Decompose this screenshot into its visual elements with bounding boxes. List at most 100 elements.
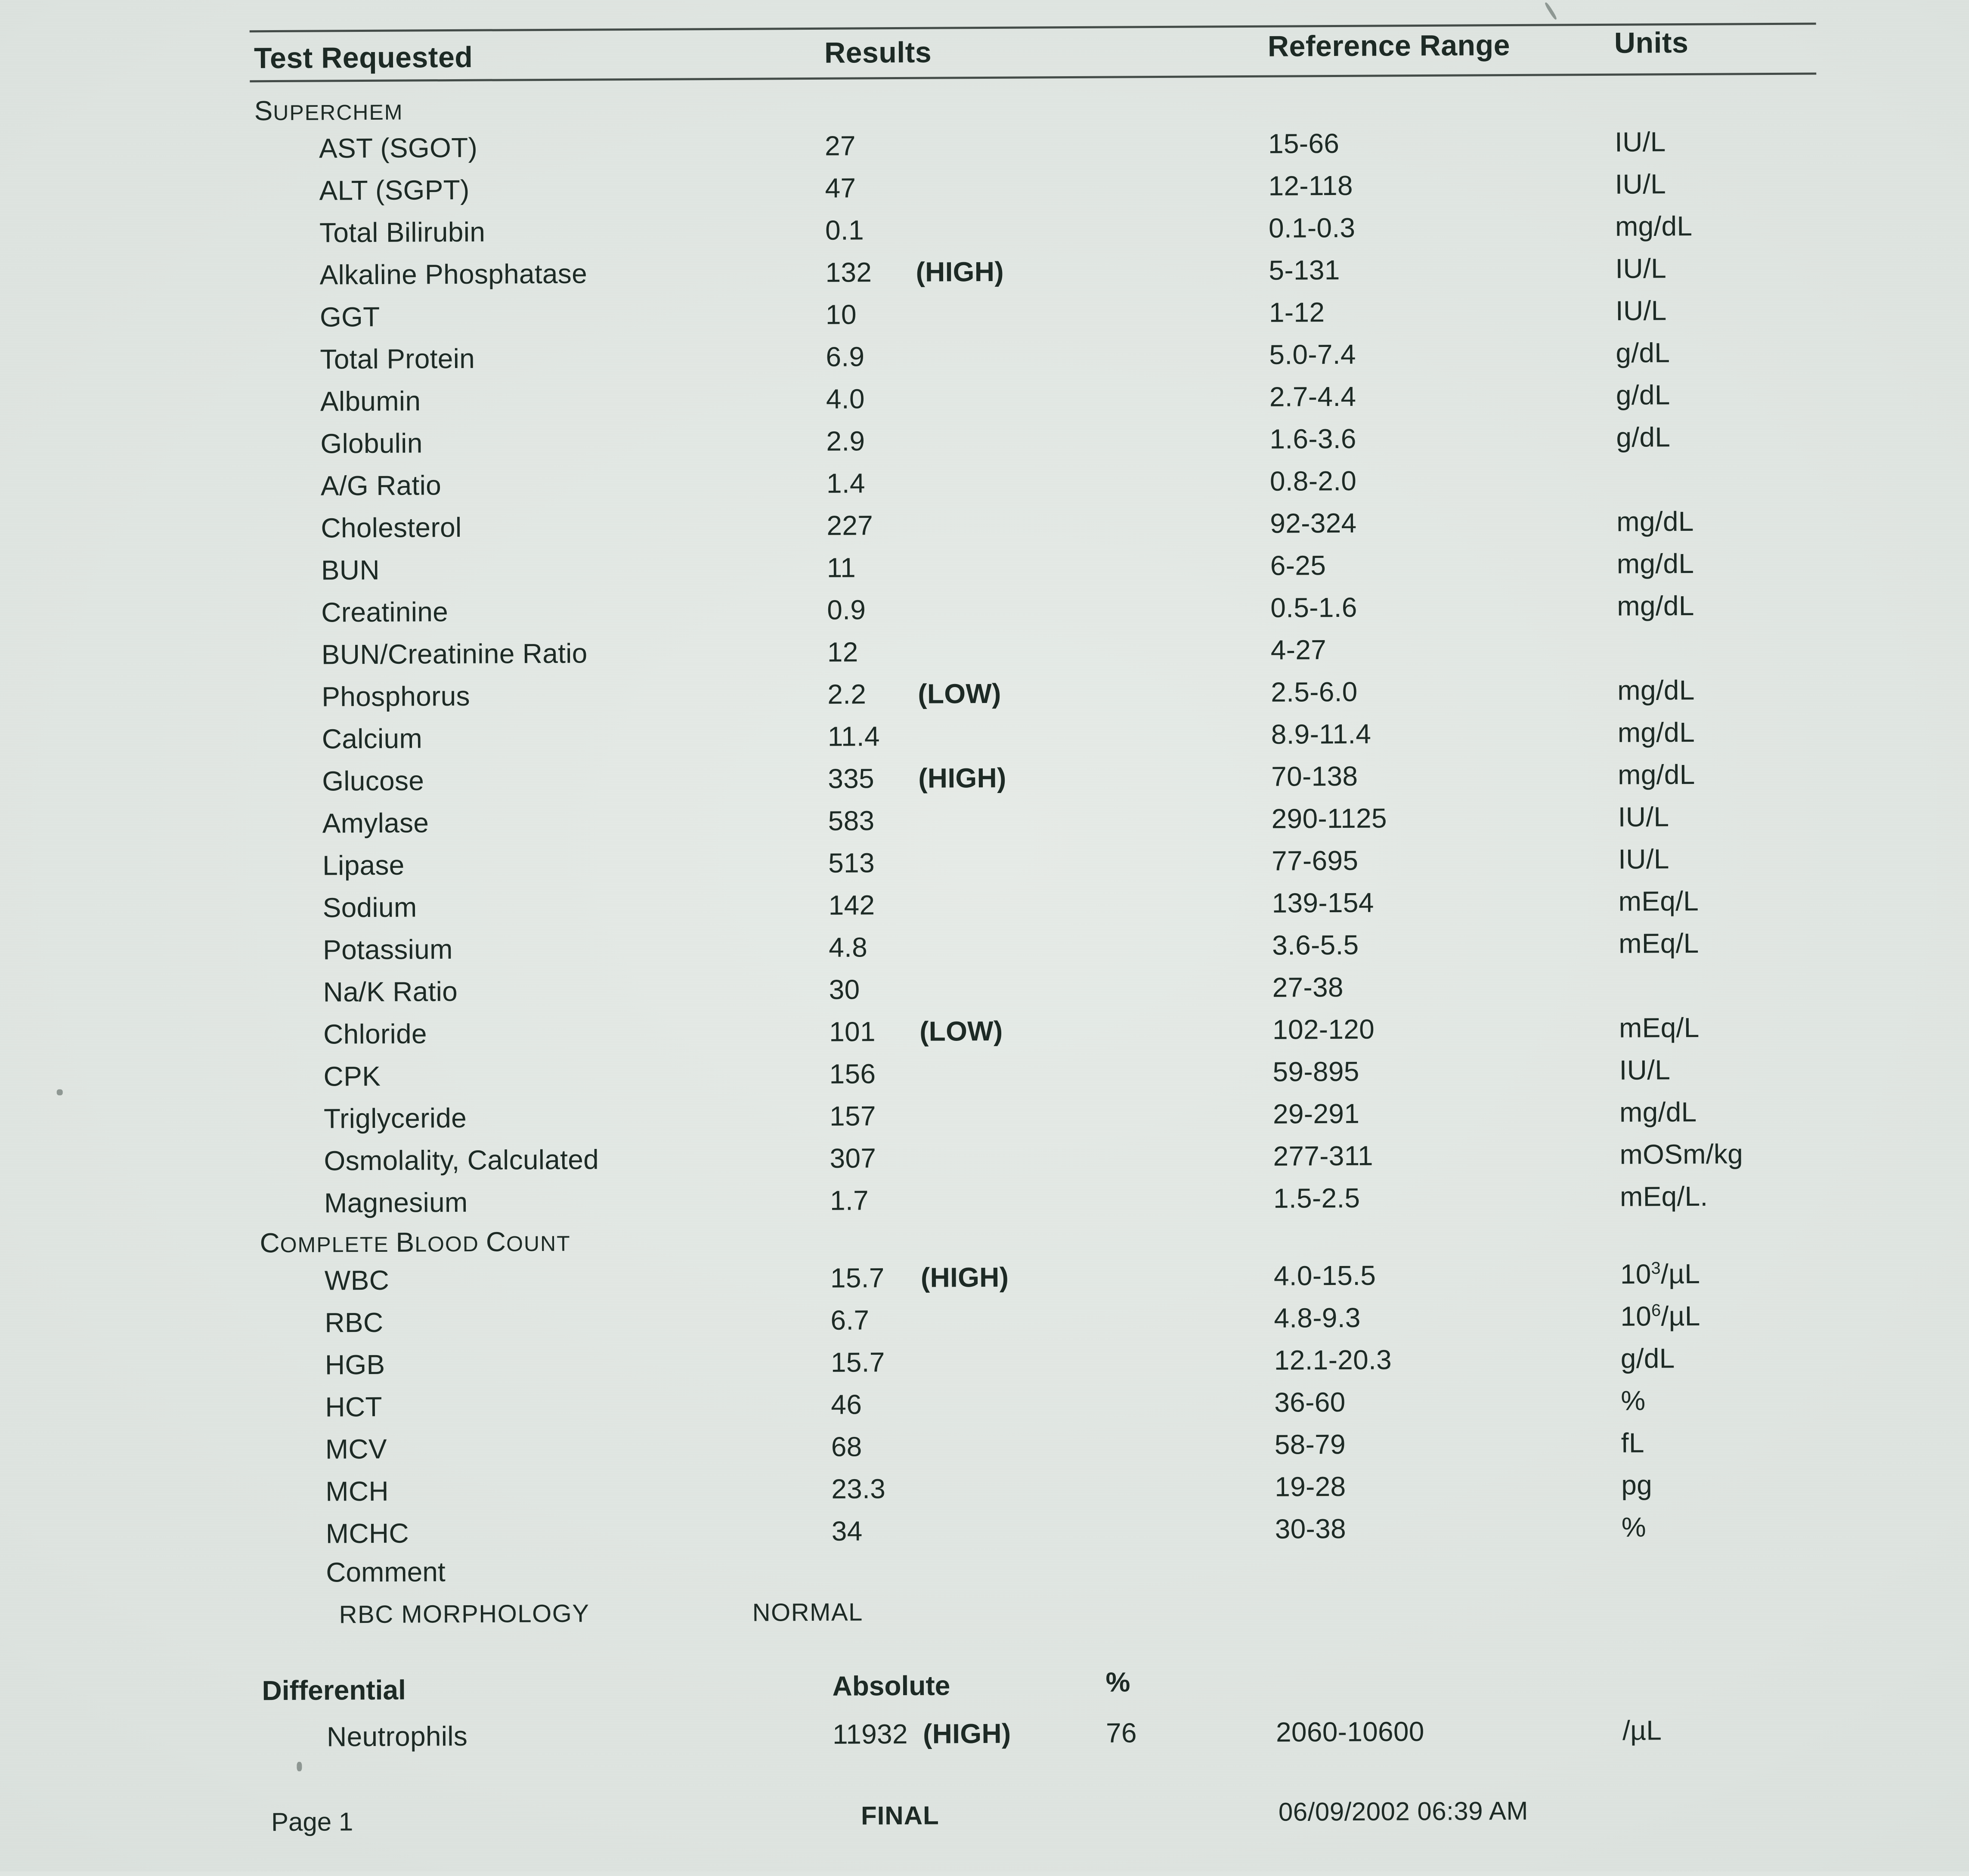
differential-label: Differential — [262, 1674, 406, 1706]
row-reference-range: 4.0-15.5 — [1273, 1260, 1376, 1291]
column-header-results: Results — [824, 36, 932, 69]
row-reference-range: 92-324 — [1270, 507, 1357, 539]
row-reference-range: 102-120 — [1272, 1013, 1375, 1045]
row-result-value: 6.9 — [826, 341, 865, 372]
cbc-lead-1: C — [260, 1227, 280, 1259]
row-reference-range: 2.5-6.0 — [1271, 676, 1358, 708]
row-test-name: MCH — [325, 1475, 389, 1507]
row-units: % — [1621, 1385, 1646, 1416]
row-reference-range: 12.1-20.3 — [1274, 1344, 1392, 1376]
row-result-value: 6.7 — [830, 1304, 870, 1336]
row-reference-range: 27-38 — [1272, 971, 1344, 1003]
row-reference-range: 139-154 — [1272, 887, 1374, 919]
row-result-value: 335 — [828, 763, 875, 794]
row-result-value: 227 — [827, 510, 873, 541]
scan-speck — [297, 1761, 302, 1771]
row-units: IU/L — [1618, 843, 1669, 875]
row-result-value: 68 — [831, 1431, 862, 1462]
column-header-units: Units — [1614, 26, 1689, 59]
row-result-value: 30 — [829, 974, 860, 1005]
row-units: mg/dL — [1616, 548, 1694, 579]
row-reference-range: 3.6-5.5 — [1272, 929, 1359, 961]
row-test-name: A/G Ratio — [320, 470, 442, 502]
row-units: /µL — [1622, 1715, 1662, 1746]
row-result-value: 513 — [828, 847, 875, 879]
footer-status: FINAL — [861, 1801, 939, 1830]
row-test-name: Lipase — [322, 849, 405, 881]
cbc-lead-3: C — [486, 1226, 507, 1257]
row-units: IU/L — [1614, 126, 1666, 158]
row-units: mg/dL — [1617, 590, 1694, 622]
section-heading-complete-blood-count: COMPLETE BLOOD COUNT — [260, 1226, 571, 1259]
row-result-value: 0.9 — [827, 594, 866, 625]
row-test-name: Osmolality, Calculated — [324, 1144, 599, 1176]
comment-label: Comment — [326, 1556, 446, 1588]
units-exponent: 3 — [1651, 1259, 1661, 1278]
row-reference-range: 19-28 — [1275, 1470, 1346, 1502]
row-test-name: Alkaline Phosphatase — [319, 258, 588, 291]
row-reference-range: 70-138 — [1271, 760, 1358, 792]
row-test-name: BUN — [321, 554, 380, 586]
row-result-value: 11932 — [832, 1718, 908, 1750]
row-reference-range: 1-12 — [1269, 297, 1325, 328]
row-test-name: Total Bilirubin — [319, 216, 486, 248]
row-units: g/dL — [1616, 421, 1671, 453]
differential-header-absolute: Absolute — [832, 1670, 950, 1702]
row-result-value: 142 — [828, 889, 875, 921]
row-abnormal-flag: (HIGH) — [916, 256, 1004, 288]
row-reference-range: 277-311 — [1273, 1140, 1373, 1172]
row-test-name: BUN/Creatinine Ratio — [321, 638, 588, 670]
row-reference-range: 2060-10600 — [1276, 1716, 1424, 1748]
row-units: mEq/L — [1618, 885, 1699, 917]
row-reference-range: 5.0-7.4 — [1269, 338, 1356, 370]
row-units: 103/µL — [1620, 1258, 1700, 1290]
row-units: mg/dL — [1617, 716, 1695, 748]
row-units: mEq/L — [1619, 1012, 1700, 1043]
row-result-value: 11 — [827, 552, 856, 583]
row-result-value: 157 — [829, 1100, 876, 1132]
row-result-value: 11.4 — [827, 721, 880, 752]
row-result-value: 23.3 — [831, 1473, 886, 1505]
row-result-value: 583 — [828, 805, 875, 836]
row-result-value: 4.0 — [826, 383, 865, 415]
row-result-value: 2.9 — [826, 425, 865, 457]
row-test-name: Magnesium — [324, 1186, 468, 1219]
row-test-name: Amylase — [322, 807, 429, 839]
row-units: mEq/L — [1618, 927, 1699, 959]
row-units: g/dL — [1616, 337, 1670, 368]
row-units: IU/L — [1615, 295, 1667, 326]
table-row: MCHC 34 30-38% — [3, 1510, 1969, 1561]
row-test-name: Glucose — [322, 765, 424, 797]
row-result-value: 1.4 — [826, 467, 865, 499]
comment-value: NORMAL — [752, 1598, 863, 1627]
row-result-value: 47 — [825, 172, 856, 204]
scan-speck — [56, 1089, 63, 1096]
row-units: mg/dL — [1615, 210, 1693, 242]
cbc-rest-2: LOOD — [415, 1232, 486, 1257]
row-test-name: Calcium — [322, 723, 423, 755]
row-result-value: 46 — [831, 1389, 862, 1420]
row-test-name: Na/K Ratio — [323, 975, 458, 1008]
row-units: mg/dL — [1616, 505, 1694, 537]
row-units: 106/µL — [1620, 1300, 1700, 1332]
cbc-lead-2: B — [396, 1226, 415, 1258]
column-header-reference-range: Reference Range — [1267, 29, 1511, 63]
row-units: g/dL — [1616, 379, 1670, 411]
row-units: mg/dL — [1617, 674, 1695, 706]
row-units: IU/L — [1618, 801, 1669, 833]
row-reference-range: 4-27 — [1270, 634, 1327, 666]
row-units: IU/L — [1615, 168, 1666, 200]
section-heading-superchem: SUPERCHEM — [254, 94, 403, 127]
row-units: mg/dL — [1619, 1096, 1697, 1128]
row-result-value: 101 — [829, 1016, 876, 1047]
row-reference-range: 15-66 — [1268, 127, 1340, 159]
differential-header-percent: % — [1105, 1666, 1130, 1698]
row-result-value: 307 — [830, 1142, 876, 1174]
row-test-name: Sodium — [322, 892, 417, 923]
row-test-name: Neutrophils — [326, 1720, 468, 1752]
row-abnormal-flag: (HIGH) — [918, 762, 1006, 794]
column-header-test-requested: Test Requested — [254, 40, 473, 75]
row-test-name: RBC — [325, 1306, 384, 1338]
row-result-value: 27 — [824, 130, 856, 161]
